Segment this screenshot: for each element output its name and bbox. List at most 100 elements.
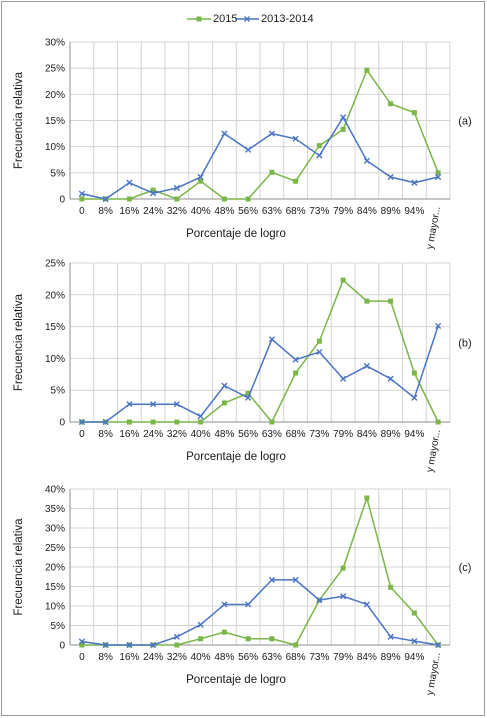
data-point-2015 bbox=[150, 187, 156, 193]
data-point-2015 bbox=[269, 169, 275, 175]
y-tick-label: 5% bbox=[51, 168, 66, 179]
data-point-2013-2014 bbox=[316, 152, 323, 159]
panel-label: (c) bbox=[459, 562, 472, 574]
data-point-2015 bbox=[435, 170, 441, 176]
x-tick-label: 0 bbox=[79, 206, 85, 217]
y-tick-label: 30% bbox=[45, 524, 65, 535]
data-point-2013-2014 bbox=[150, 190, 157, 197]
x-tick-label: 84% bbox=[357, 429, 377, 440]
data-point-2015 bbox=[198, 636, 204, 642]
x-tick-label: 73% bbox=[309, 206, 329, 217]
x-tick-label: 24% bbox=[143, 652, 163, 663]
x-tick-label: 8% bbox=[98, 429, 113, 440]
x-tick-label: 63% bbox=[262, 652, 282, 663]
data-point-2015 bbox=[269, 636, 275, 642]
y-tick-label: 25% bbox=[45, 543, 65, 554]
y-tick-label: 0 bbox=[59, 641, 65, 652]
y-tick-label: 15% bbox=[45, 322, 65, 333]
data-point-2015 bbox=[198, 419, 204, 425]
data-point-2015 bbox=[340, 126, 346, 132]
legend-item-2013-2014: 2013-2014 bbox=[235, 10, 345, 30]
x-tick-label: 8% bbox=[98, 652, 113, 663]
data-point-2013-2014 bbox=[340, 593, 347, 600]
data-point-2015 bbox=[221, 196, 227, 202]
data-point-2013-2014 bbox=[435, 173, 442, 181]
x-tick-label: 32% bbox=[167, 652, 187, 663]
x-tick-label: 63% bbox=[262, 429, 282, 440]
series-line-2015 bbox=[81, 279, 439, 423]
data-point-2013-2014 bbox=[126, 641, 133, 649]
legend-label-2013-2014: 2013-2014 bbox=[261, 13, 314, 25]
data-point-2013-2014 bbox=[387, 375, 394, 382]
x-tick-label: 0 bbox=[79, 429, 85, 440]
data-point-2013-2014 bbox=[102, 418, 109, 426]
x-tick-label: 94% bbox=[404, 429, 424, 440]
data-point-2013-2014 bbox=[268, 336, 275, 343]
data-point-2015 bbox=[388, 584, 394, 590]
x-tick-label: 79% bbox=[333, 206, 353, 217]
data-point-2015 bbox=[340, 565, 346, 571]
data-point-2015 bbox=[126, 196, 132, 202]
data-point-2015 bbox=[364, 298, 370, 304]
data-point-2013-2014 bbox=[245, 394, 252, 401]
data-point-2015 bbox=[293, 370, 299, 376]
legend: 2015 2013-2014 bbox=[0, 10, 487, 30]
data-point-2015 bbox=[411, 370, 417, 376]
x-tick-label: 48% bbox=[214, 652, 234, 663]
chart-panel-c: 05%10%15%20%25%30%35%40%0 8% 16% 24% 32% 40% 4… bbox=[13, 485, 472, 697]
data-point-2013-2014 bbox=[411, 638, 418, 645]
data-point-2013-2014 bbox=[102, 195, 109, 203]
x-tick-label: 63% bbox=[262, 206, 282, 217]
x-tick-label: 40% bbox=[191, 206, 211, 217]
series-line-2013-2014 bbox=[81, 116, 439, 200]
data-point-2015 bbox=[198, 178, 204, 184]
panel-label: (b) bbox=[458, 338, 471, 350]
x-tick-label: 73% bbox=[309, 652, 329, 663]
y-tick-label: 20% bbox=[45, 563, 65, 574]
data-point-2015 bbox=[269, 419, 275, 425]
x-tick-label: 16% bbox=[119, 429, 139, 440]
data-point-2013-2014 bbox=[411, 394, 418, 401]
y-tick-label: 0 bbox=[59, 418, 65, 429]
data-point-2013-2014 bbox=[340, 114, 347, 121]
legend-swatch-2015 bbox=[187, 16, 211, 22]
x-tick-label: 94% bbox=[404, 652, 424, 663]
data-point-2013-2014 bbox=[268, 576, 275, 583]
data-point-2015 bbox=[388, 101, 394, 107]
legend-item-2015: 2015 bbox=[187, 10, 257, 30]
data-point-2013-2014 bbox=[292, 356, 299, 363]
x-axis-title: Porcentaje de logro bbox=[186, 451, 286, 463]
legend-swatch-2013-2014 bbox=[235, 16, 259, 22]
x-tick-label: 40% bbox=[191, 652, 211, 663]
data-point-2013-2014 bbox=[150, 641, 157, 649]
y-tick-label: 20% bbox=[45, 290, 65, 301]
chart-panel-a: 0 5% 10% 15% 20% 25% 30% 0 8% 16% 24% 32% 40% 48% 56% 6… bbox=[13, 38, 472, 251]
data-point-2015 bbox=[316, 143, 322, 149]
x-tick-label: 68% bbox=[286, 206, 306, 217]
x-tick-label: 79% bbox=[333, 652, 353, 663]
data-point-2015 bbox=[435, 419, 441, 425]
data-point-2013-2014 bbox=[150, 401, 157, 408]
data-point-2015 bbox=[364, 67, 370, 73]
x-tick-label: 79% bbox=[333, 429, 353, 440]
y-tick-label: 25% bbox=[45, 64, 65, 75]
data-point-2013-2014 bbox=[363, 157, 370, 164]
data-point-2013-2014 bbox=[126, 179, 133, 186]
data-point-2015 bbox=[174, 642, 180, 648]
y-tick-label: 5% bbox=[51, 386, 66, 397]
data-point-2013-2014 bbox=[387, 173, 394, 181]
x-tick-label: 16% bbox=[119, 652, 139, 663]
data-point-2013-2014 bbox=[363, 601, 370, 608]
data-point-2013-2014 bbox=[197, 173, 204, 181]
data-point-2013-2014 bbox=[435, 641, 442, 649]
data-point-2013-2014 bbox=[316, 348, 323, 356]
data-point-2013-2014 bbox=[435, 322, 442, 330]
x-tick-label: 94% bbox=[404, 206, 424, 217]
data-point-2013-2014 bbox=[173, 633, 180, 640]
x-tick-label: 24% bbox=[143, 206, 163, 217]
series-line-2013-2014 bbox=[81, 325, 439, 423]
data-point-2015 bbox=[79, 642, 85, 648]
data-point-2015 bbox=[316, 338, 322, 344]
data-point-2015 bbox=[340, 277, 346, 283]
